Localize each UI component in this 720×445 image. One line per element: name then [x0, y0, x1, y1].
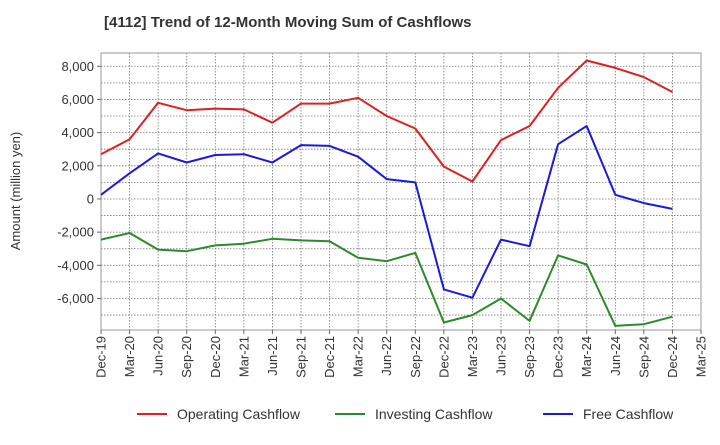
series-line-operating-cashflow: [100, 59, 673, 183]
y-axis-label: Amount (million yen): [8, 132, 23, 251]
series-layer: [100, 59, 673, 327]
y-tick-label: -2,000: [57, 225, 94, 240]
x-tick-label: Dec-21: [322, 336, 337, 378]
chart-title: [4112] Trend of 12-Month Moving Sum of C…: [104, 14, 472, 31]
series-line-free-cashflow: [100, 125, 673, 299]
series-line-investing-cashflow: [100, 232, 673, 327]
y-tick-labels: 8,000 6,000 4,000 2,000 0 -2,000 -4,000 -6,000: [57, 59, 101, 306]
y-tick-label: 2,000: [61, 158, 94, 173]
x-tick-label: Jun-21: [265, 336, 280, 376]
x-tick-label: Jun-20: [151, 336, 166, 376]
grid-layer: [101, 53, 701, 330]
plot-frame: [100, 52, 702, 331]
x-tick-label: Dec-24: [665, 336, 680, 378]
x-tick-label: Dec-19: [94, 336, 109, 378]
y-tick-label: 6,000: [61, 92, 94, 107]
x-tick-label: Dec-22: [436, 336, 451, 378]
x-tick-label: Sep-23: [522, 336, 537, 378]
x-tick-label: Mar-22: [351, 336, 366, 377]
legend: Operating Cashflow Investing Cashflow Free…: [137, 406, 674, 422]
x-tick-label: Sep-22: [408, 336, 423, 378]
y-tick-label: 0: [87, 191, 94, 206]
x-tick-label: Jun-24: [608, 336, 623, 376]
x-tick-label: Sep-24: [636, 336, 651, 378]
legend-label-operating-cashflow: Operating Cashflow: [177, 406, 301, 422]
x-tick-label: Jun-23: [494, 336, 509, 376]
x-tick-label: Sep-20: [179, 336, 194, 378]
y-tick-label: 8,000: [61, 59, 94, 74]
y-tick-label: -4,000: [57, 258, 94, 273]
x-tick-label: Dec-23: [551, 336, 566, 378]
x-tick-labels: Dec-19 Mar-20 Jun-20 Sep-20 Dec-20 Mar-21 Jun-…: [94, 330, 709, 378]
x-tick-label: Mar-23: [465, 336, 480, 377]
x-tick-label: Mar-24: [579, 336, 594, 377]
y-tick-label: -6,000: [57, 291, 94, 306]
x-tick-label: Sep-21: [294, 336, 309, 378]
x-tick-label: Mar-21: [236, 336, 251, 377]
legend-label-free-cashflow: Free Cashflow: [583, 406, 674, 422]
x-tick-label: Jun-22: [379, 336, 394, 376]
legend-label-investing-cashflow: Investing Cashflow: [375, 406, 493, 422]
y-tick-label: 4,000: [61, 125, 94, 140]
x-tick-label: Mar-20: [122, 336, 137, 377]
x-tick-label: Mar-25: [694, 336, 709, 377]
x-tick-label: Dec-20: [208, 336, 223, 378]
